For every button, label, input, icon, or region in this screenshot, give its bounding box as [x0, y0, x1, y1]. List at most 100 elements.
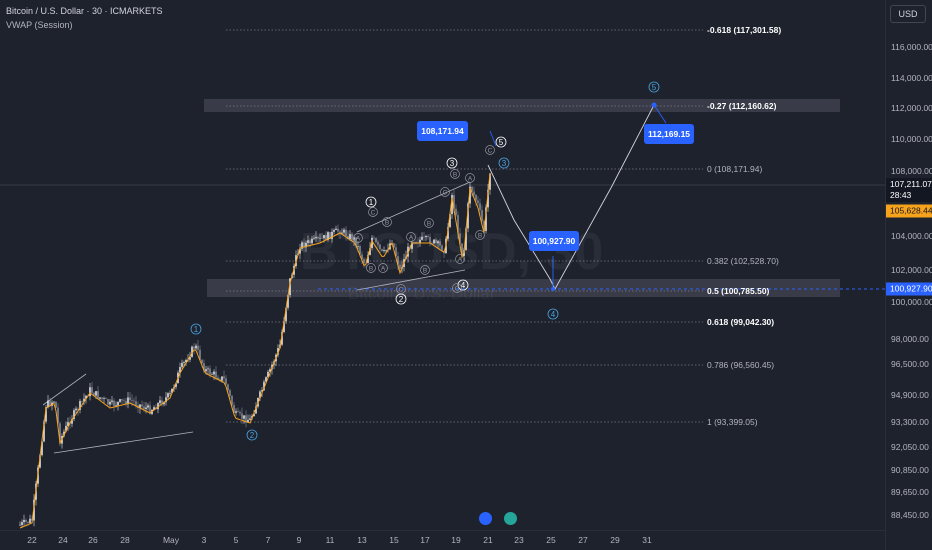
time-axis[interactable]: 22 24 26 28 May 3 5 7 9 11 13 15 17 19 21 23 25 27 29 31	[0, 530, 885, 550]
candle-body	[217, 377, 219, 380]
candle-body	[205, 369, 207, 372]
event-flash-icon[interactable]	[479, 512, 492, 525]
price-tick-label: 88,450.00	[891, 510, 929, 520]
svg-text:A: A	[409, 235, 414, 242]
vwap-line	[19, 172, 491, 529]
candle-body	[119, 399, 121, 402]
candle-body	[245, 415, 247, 423]
candle-body	[459, 233, 461, 244]
candle-body	[21, 522, 23, 525]
candle-body	[315, 237, 317, 239]
candle-body	[345, 229, 347, 237]
price-tick-label: 104,000.00	[891, 231, 932, 241]
svg-text:5: 5	[652, 83, 657, 92]
candle-body	[329, 232, 331, 239]
price-tick-label: 116,000.00	[891, 42, 932, 52]
candle-body	[221, 376, 223, 381]
candle-body	[183, 362, 185, 363]
price-callout-a[interactable]: 108,171.94	[417, 121, 468, 141]
candle-body	[77, 408, 79, 410]
candle-body	[425, 236, 427, 238]
date-tick-label: 25	[546, 535, 556, 545]
projection-path	[487, 104, 655, 290]
price-tick-label: 92,050.00	[891, 442, 929, 452]
date-tick-label: 22	[27, 535, 37, 545]
candle-body	[73, 410, 75, 419]
date-tick-label: 21	[483, 535, 493, 545]
candle-body	[91, 387, 93, 393]
symbol-title[interactable]: Bitcoin / U.S. Dollar · 30 · ICMARKETS	[6, 6, 163, 16]
pattern-lines	[42, 181, 471, 454]
price-axis[interactable]: USD 116,000.00 114,000.00 112,000.00 110,00…	[885, 0, 932, 550]
date-tick-label: 15	[389, 535, 399, 545]
date-tick-label: 11	[325, 535, 335, 545]
candle-body	[225, 378, 227, 385]
candle-body	[423, 236, 425, 238]
chart-plot-area[interactable]: 1 2 3 4 5 1 2 3 4 5	[0, 0, 885, 530]
candle-body	[479, 203, 481, 211]
candle-body	[357, 246, 359, 247]
candle-body	[393, 243, 395, 248]
candle-body	[361, 254, 363, 260]
candle-body	[67, 422, 69, 426]
wave-blue-1: 1	[190, 323, 202, 335]
wave-white-5: 5	[495, 136, 507, 148]
fib-label-neg0618: -0.618 (117,301.58)	[707, 25, 782, 35]
svg-text:A: A	[356, 236, 361, 243]
price-tick-label: 94,900.00	[891, 390, 929, 400]
candle-body	[335, 228, 337, 230]
candle-body	[215, 371, 217, 378]
candle-body	[179, 367, 181, 373]
date-tick-label: 13	[357, 535, 367, 545]
price-tick-label: 110,000.00	[891, 134, 932, 144]
target-zone	[204, 99, 840, 112]
candle-body	[213, 371, 215, 375]
candle-body	[97, 391, 99, 399]
fib-label-0382: 0.382 (102,528.70)	[707, 256, 779, 266]
candle-body	[397, 256, 399, 265]
candle-body	[157, 403, 159, 410]
candle-body	[487, 189, 489, 208]
candle-body	[159, 400, 161, 404]
candle-body	[135, 401, 137, 406]
price-tick-label: 98,000.00	[891, 334, 929, 344]
svg-text:2: 2	[250, 431, 255, 440]
candle-body	[419, 239, 421, 243]
candle-body	[121, 399, 123, 401]
date-tick-label: 23	[514, 535, 524, 545]
candle-body	[169, 393, 171, 394]
candle-body	[27, 521, 29, 523]
candle-body	[103, 398, 105, 399]
candle-body	[241, 413, 243, 419]
candle-body	[317, 237, 319, 239]
candle-body	[249, 418, 251, 420]
candle-body	[99, 397, 101, 399]
date-tick-label: 29	[610, 535, 620, 545]
candle-body	[367, 254, 369, 264]
svg-text:A: A	[468, 176, 473, 183]
price-callout-b[interactable]: 112,169.15	[644, 124, 694, 144]
currency-button[interactable]: USD	[890, 5, 926, 23]
price-callout-c[interactable]: 100,927.90	[529, 231, 579, 251]
svg-text:B: B	[453, 172, 457, 179]
event-flag-icon[interactable]	[504, 512, 517, 525]
candle-body	[301, 242, 303, 249]
candle-body	[347, 236, 349, 240]
candle-body	[327, 232, 329, 240]
fib-label-neg027: -0.27 (112,160.62)	[707, 101, 777, 111]
chart-canvas[interactable]: 1 2 3 4 5 1 2 3 4 5	[0, 0, 885, 530]
candle-body	[125, 401, 127, 405]
candle-body	[95, 391, 97, 396]
candle-body	[189, 356, 191, 360]
candle-body	[481, 210, 483, 221]
candle-body	[263, 381, 265, 391]
candle-body	[47, 400, 49, 408]
candle-body	[321, 237, 323, 239]
candle-body	[141, 404, 143, 407]
candle-body	[199, 349, 201, 360]
fib-lines	[226, 29, 703, 423]
candle-body	[353, 237, 355, 241]
candle-body	[471, 186, 473, 192]
indicator-title[interactable]: VWAP (Session)	[6, 20, 73, 30]
candle-body	[111, 400, 113, 402]
